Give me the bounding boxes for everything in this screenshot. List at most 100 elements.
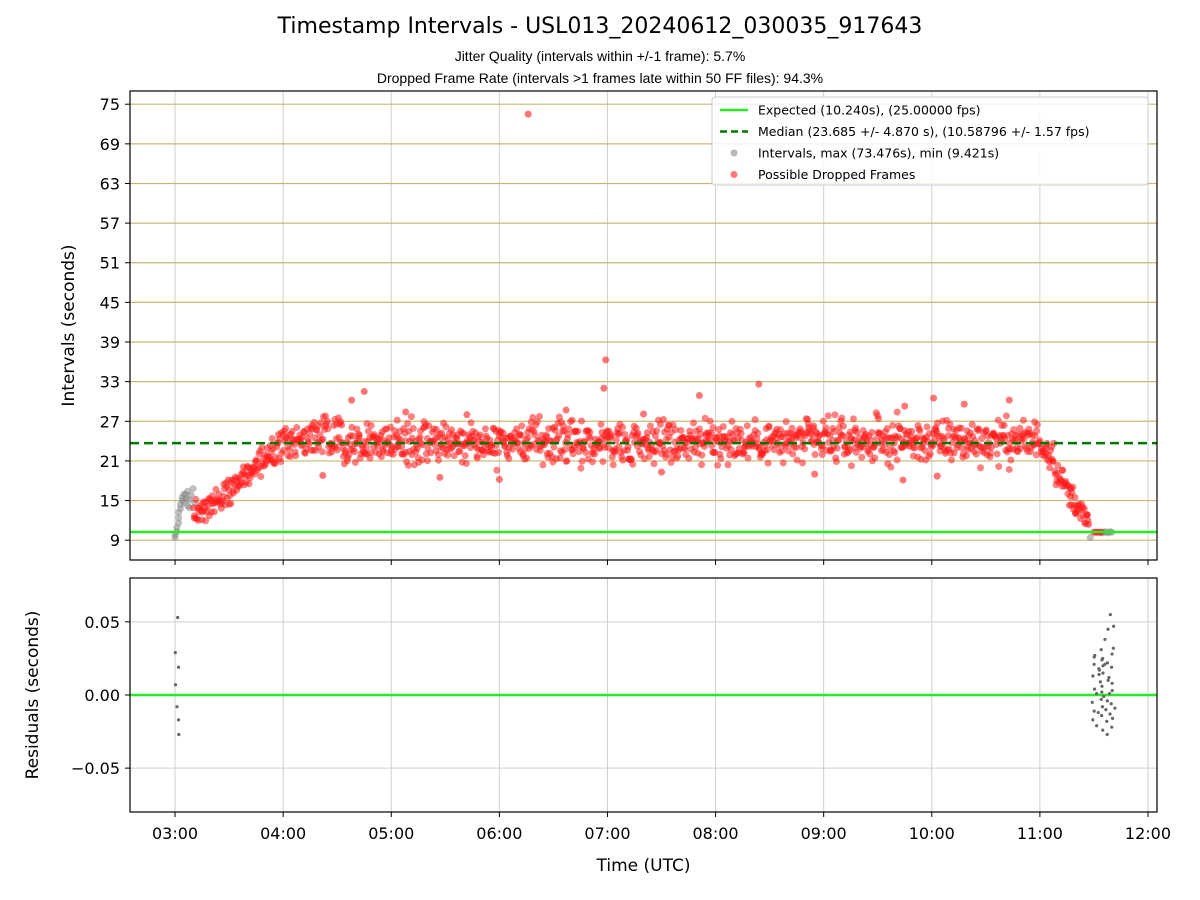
residual-point [1110,681,1114,685]
dropped-frame-point [962,452,970,460]
dropped-frame-point [319,435,327,443]
dropped-frame-point [976,464,984,472]
dropped-frame-point [744,454,752,462]
residual-point [1105,699,1109,703]
dropped-frame-point [311,434,319,442]
dropped-frame-point [1002,412,1010,420]
dropped-frame-point [706,417,714,425]
dropped-frame-point [763,446,771,454]
y-tick-label: 45 [100,293,120,312]
dropped-frame-point [202,517,210,525]
plot-frame-top [129,90,1158,561]
residual-point [1097,668,1102,672]
dropped-frame-point [268,434,276,442]
dropped-frame-point [1005,465,1013,473]
dropped-frame-point [629,460,637,468]
residual-point [1105,719,1109,723]
dropped-frame-point [1000,421,1008,429]
dropped-frame-point [561,445,569,453]
dropped-frame-point [349,432,357,440]
dropped-frame-point [709,424,717,432]
dropped-frame-point [832,457,840,465]
dropped-frame-point [986,449,994,457]
dropped-frame-point [257,473,265,481]
dropped-frame-point [994,416,1002,424]
dropped-frame-point [1046,464,1054,472]
dropped-frame-point [627,455,635,463]
dropped-frame-point [523,454,531,462]
x-tick-label: 04:00 [260,824,306,843]
dropped-frame-point [436,473,444,481]
dropped-frame-point [318,448,326,456]
dropped-frame-point [875,415,883,423]
dropped-frame-point [707,429,715,437]
dropped-frame-point [737,430,745,438]
dropped-frame-point [680,444,688,452]
dropped-frame-point [377,453,385,461]
dropped-frame-point [801,445,809,453]
dropped-frame-point [826,432,834,440]
residual-point [1110,689,1114,693]
dropped-frame-point [524,110,532,118]
dropped-frame-point [355,431,363,439]
dropped-frame-point [624,443,632,451]
dropped-frame-point [529,413,537,421]
dropped-frame-point [456,447,464,455]
dropped-frame-point [416,433,424,441]
dropped-frame-point [550,443,558,451]
x-tick-label: 10:00 [909,824,955,843]
y-tick-label: 75 [100,95,120,114]
dropped-frame-point [923,423,931,431]
dropped-frame-point [1049,457,1057,465]
dropped-frame-point [1016,424,1024,432]
dropped-frame-point [293,424,301,432]
dropped-frame-point [1059,466,1067,474]
dropped-frame-point [518,422,526,430]
dropped-frame-point [578,457,586,465]
dropped-frame-point [619,456,627,464]
residuals-panel: 0.05 0.00 −0.05 03:00 04:00 05:00 06:00 07:00 08… [23,577,1171,876]
dropped-frame-point [442,423,450,431]
dropped-frame-point [413,444,421,452]
dropped-frame-point [947,456,955,464]
residual-point [1105,732,1109,737]
legend-label: Possible Dropped Frames [758,167,915,182]
residual-point [1090,700,1094,704]
dropped-frame-point [993,450,1001,458]
y-tick-label: 33 [100,373,120,392]
residual-point [1096,710,1100,715]
dropped-frame-point [677,426,685,434]
residual-point [175,705,179,709]
dropped-frame-point [811,451,819,459]
dropped-frame-point [650,460,658,468]
residual-point [1107,675,1111,680]
dropped-frame-point [615,443,623,451]
dropped-frame-point [921,447,929,455]
dropped-frame-point [873,435,881,443]
residual-point [1113,706,1117,710]
dropped-frame-point [658,468,666,476]
interval-point [1086,534,1094,542]
residual-point [1111,646,1115,650]
dropped-frame-point [764,459,772,467]
residual-point [1100,705,1105,709]
chart-title: Timestamp Intervals - USL013_20240612_03… [277,14,923,39]
dropped-frame-point [1010,426,1018,434]
interval-point [189,485,197,493]
dropped-frame-point [623,436,631,444]
dropped-frame-point [578,417,586,425]
residual-point [1110,652,1114,656]
dropped-frame-point [831,411,839,419]
residual-point [1099,648,1103,652]
dropped-frame-point [646,422,654,430]
residual-point [1108,712,1112,716]
dropped-frame-point [743,422,751,430]
dropped-frame-point [1085,520,1093,528]
interval-point [187,491,195,499]
dropped-frame-point [685,454,693,462]
residual-point [1091,718,1095,722]
dropped-frame-point [533,418,541,426]
dropped-frame-point [495,475,503,483]
residual-point [1093,653,1097,658]
residual-point [1098,680,1102,684]
